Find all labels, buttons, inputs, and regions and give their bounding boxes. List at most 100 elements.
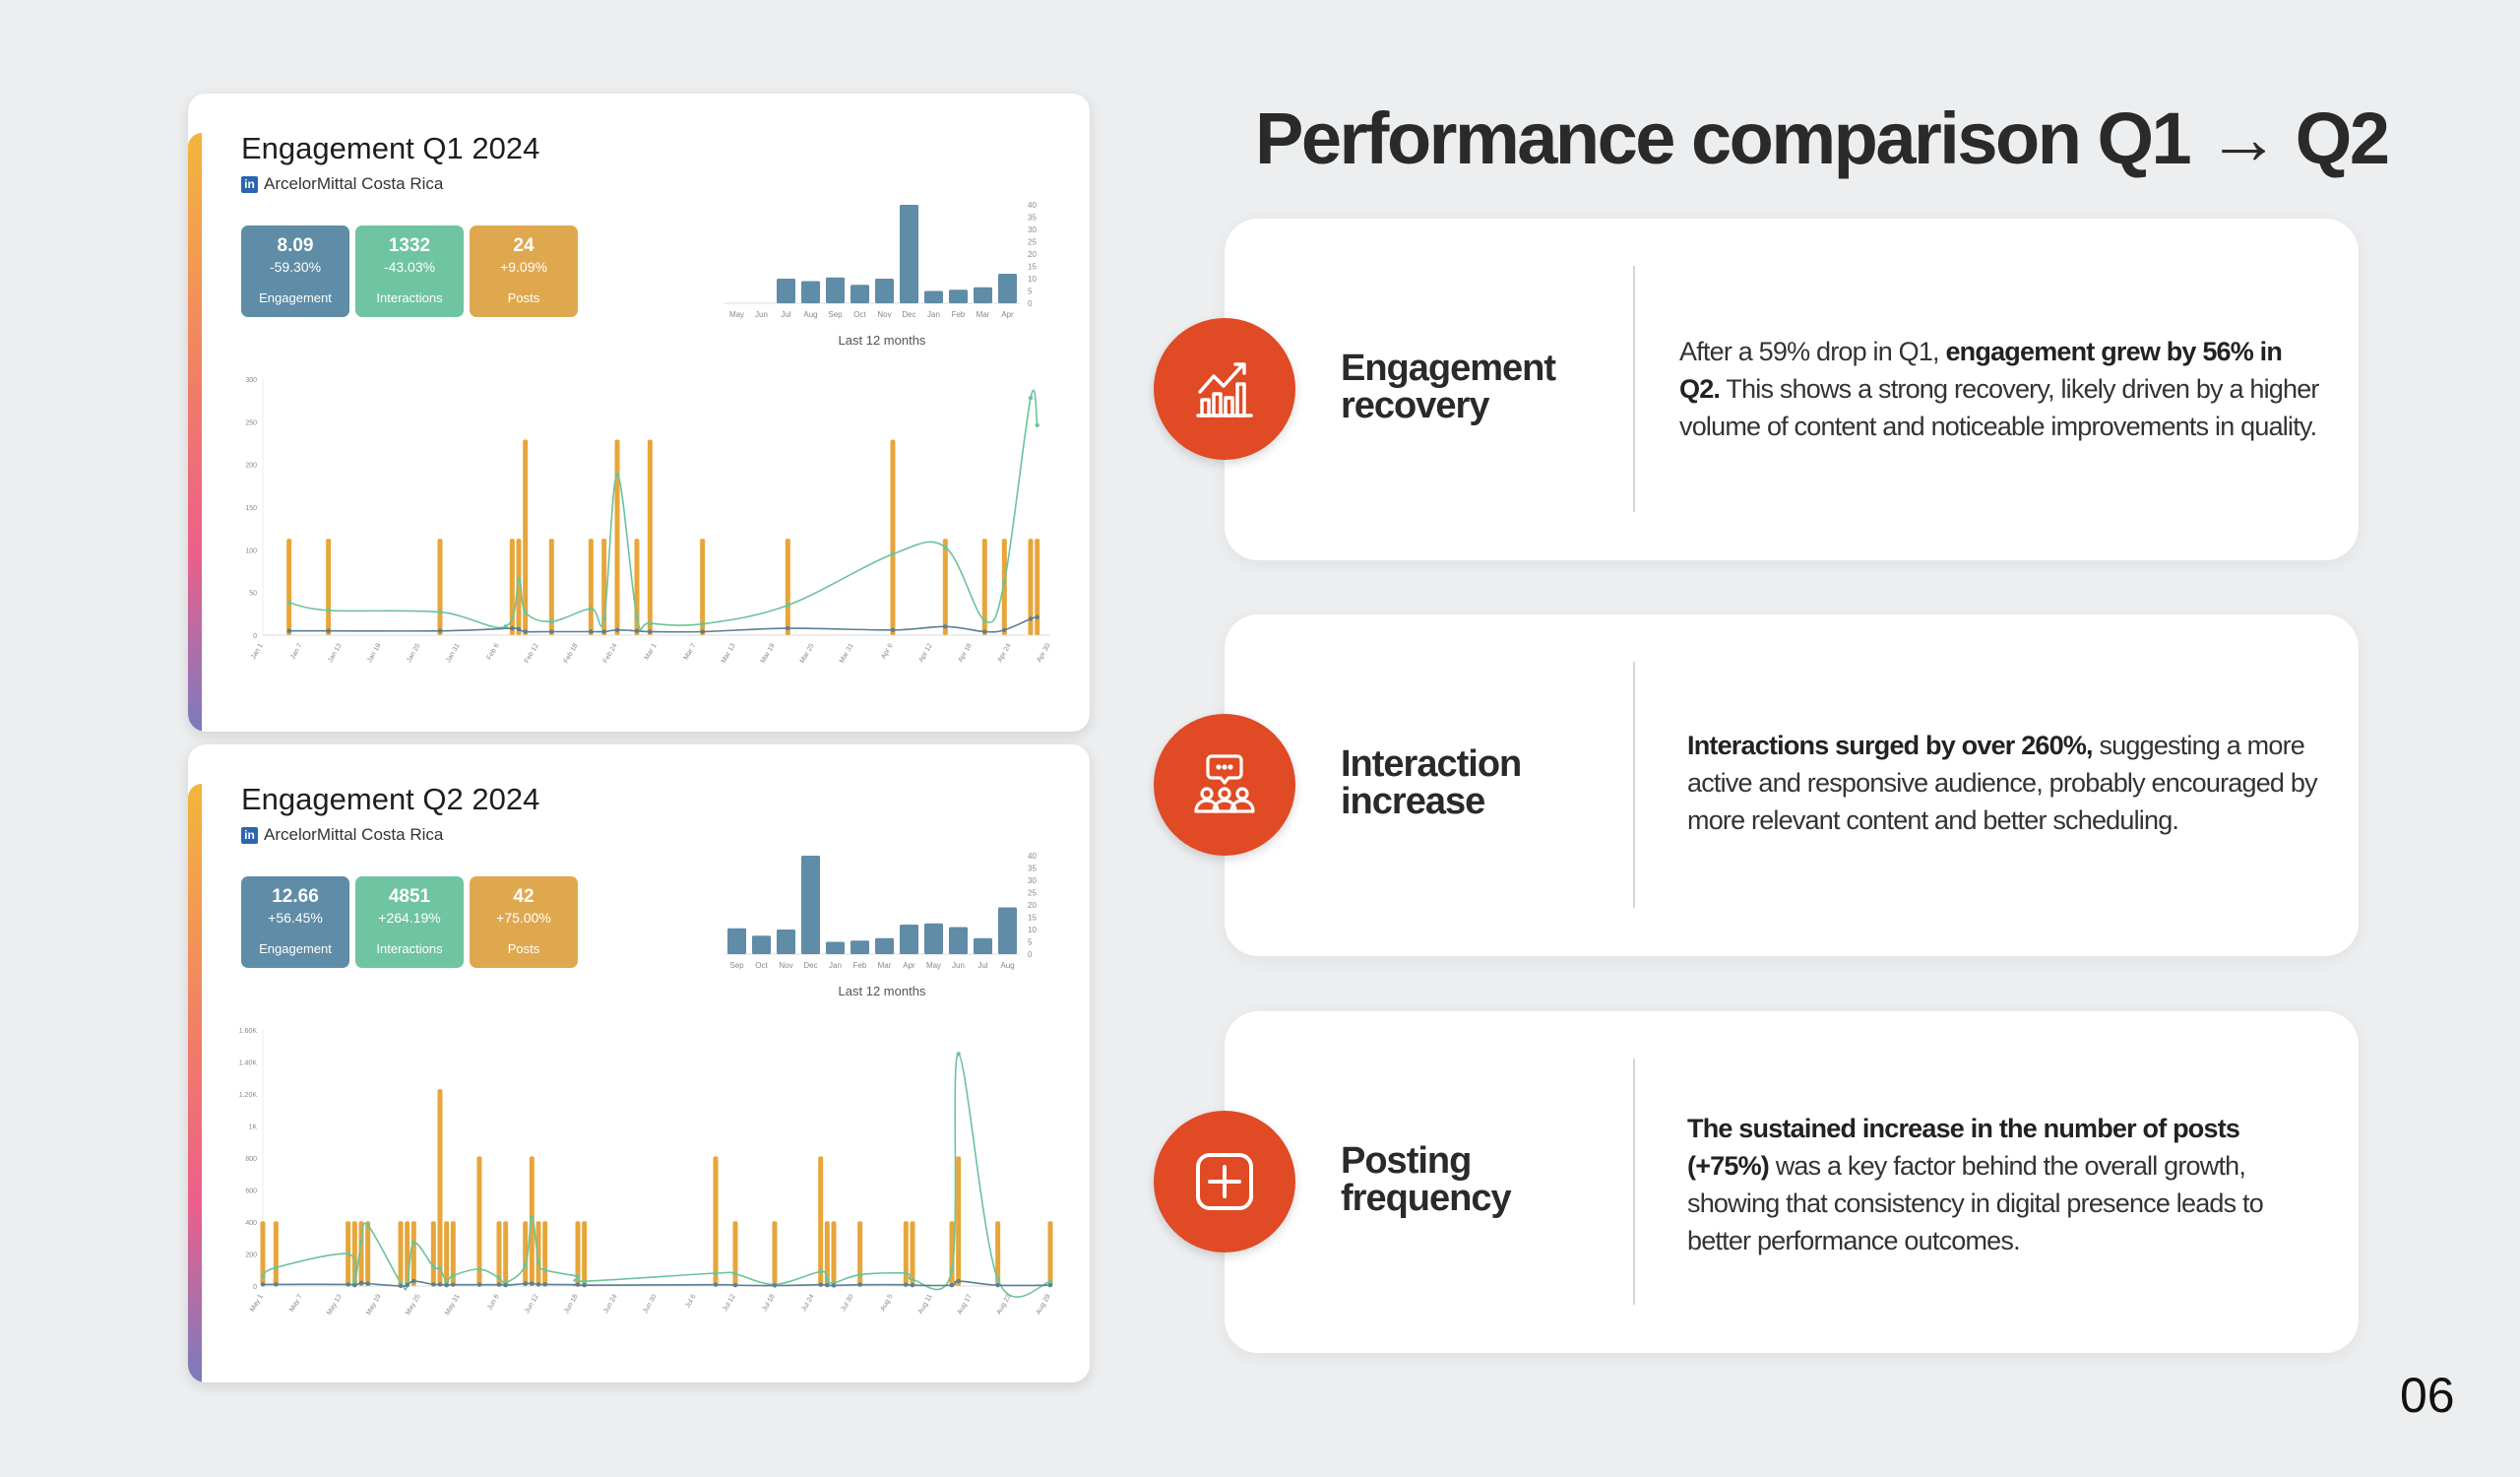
stat-posts: 42 +75.00% Posts xyxy=(470,876,578,968)
x-tick-label: Dec xyxy=(803,961,817,970)
stat-engagement: 12.66 +56.45% Engagement xyxy=(241,876,349,968)
point-blue xyxy=(346,1282,350,1287)
point-blue xyxy=(1028,616,1034,621)
bar xyxy=(995,1221,1001,1286)
bar-jul xyxy=(777,279,795,303)
y-tick-label: 35 xyxy=(1028,214,1037,223)
stat-label: Posts xyxy=(507,941,540,956)
monthly-chart-caption: Last 12 months xyxy=(838,333,926,348)
daily-chart: 0 50 100 150 200 250 300 Jan 1 Jan 7 Jan 13 Jan 19… xyxy=(225,369,1062,689)
x-tick-label: Jan 31 xyxy=(445,642,462,664)
point-green xyxy=(523,1262,528,1268)
point-green xyxy=(982,618,987,623)
y-tick-label: 50 xyxy=(249,591,257,598)
stat-tiles: 12.66 +56.45% Engagement 4851 +264.19% Inter… xyxy=(241,876,578,968)
divider xyxy=(1633,266,1635,512)
daily-bar-line-chart: 0 200 400 600 800 1K 1.20K 1.40K 1.60K May 1 May 7… xyxy=(239,1028,1053,1316)
card-body: The sustained increase in the number of … xyxy=(1687,1110,2327,1259)
point-green xyxy=(346,1252,350,1256)
chart-growth-icon xyxy=(1154,318,1295,460)
x-tick-label: Aug xyxy=(1000,961,1014,970)
bar-jul xyxy=(974,937,992,954)
bar-aug xyxy=(998,907,1017,954)
bar-jan xyxy=(924,290,943,303)
body-text: After a 59% drop in Q1, xyxy=(1679,337,1946,366)
dashboard-q2: Engagement Q2 2024 in ArcelorMittal Costa… xyxy=(188,744,1090,1382)
point-green xyxy=(326,608,331,613)
divider xyxy=(1633,662,1635,908)
x-tick-label: Aug 17 xyxy=(957,1293,974,1316)
bar xyxy=(365,1221,371,1286)
point-green xyxy=(1002,580,1007,585)
point-blue xyxy=(530,1281,535,1286)
x-tick-label: Aug 5 xyxy=(880,1293,895,1312)
point-blue xyxy=(510,625,515,631)
body-text: suggesting a more active and responsive … xyxy=(1687,731,2318,835)
point-green xyxy=(274,1265,279,1270)
y-tick-label: 200 xyxy=(245,1252,257,1259)
accent-strip xyxy=(188,784,202,1382)
bar xyxy=(575,1221,581,1286)
stat-change: +75.00% xyxy=(496,910,551,926)
y-tick-label: 0 xyxy=(1028,950,1033,959)
bar xyxy=(523,439,529,635)
x-tick-label: Mar 7 xyxy=(683,642,698,661)
x-tick-label: May 7 xyxy=(288,1293,304,1313)
bar-sep xyxy=(727,928,746,954)
x-tick-label: May 13 xyxy=(326,1293,344,1316)
point-blue xyxy=(352,1283,357,1288)
point-green xyxy=(542,1267,547,1272)
point-blue xyxy=(496,1282,502,1287)
body-highlight: The sustained increase in the number of … xyxy=(1687,1114,2240,1181)
bar-aug xyxy=(801,281,820,303)
point-green xyxy=(286,600,291,606)
stat-value: 8.09 xyxy=(277,235,314,256)
point-blue xyxy=(431,1282,436,1287)
x-tick-label: Apr xyxy=(1001,310,1014,319)
x-tick-label: Feb xyxy=(952,310,966,319)
point-green xyxy=(713,1270,719,1276)
stat-change: -43.03% xyxy=(383,259,436,275)
stat-label: Interactions xyxy=(376,290,443,305)
point-green xyxy=(910,1277,915,1282)
account-name: ArcelorMittal Costa Rica xyxy=(264,825,444,844)
point-blue xyxy=(503,1283,508,1288)
bar-oct xyxy=(752,935,771,954)
x-tick-label: Aug xyxy=(803,310,817,319)
stat-change: +9.09% xyxy=(500,259,547,275)
point-green xyxy=(451,1273,456,1278)
point-blue xyxy=(614,627,620,632)
point-blue xyxy=(648,629,653,634)
y-tick-label: 200 xyxy=(245,463,257,470)
stat-interactions: 1332 -43.03% Interactions xyxy=(355,225,464,317)
y-tick-label: 30 xyxy=(1028,876,1037,885)
point-green xyxy=(601,616,606,621)
x-tick-label: Mar 31 xyxy=(839,642,855,664)
bar xyxy=(548,539,554,635)
point-blue xyxy=(589,629,594,634)
x-tick-label: May 31 xyxy=(444,1293,462,1316)
point-blue xyxy=(411,1278,416,1284)
point-blue xyxy=(365,1281,370,1286)
point-blue xyxy=(358,1280,364,1285)
bar xyxy=(542,1221,548,1286)
y-tick-label: 0 xyxy=(1028,299,1033,308)
x-tick-label: May 1 xyxy=(249,1293,265,1313)
x-tick-label: Jun 12 xyxy=(524,1293,540,1315)
x-tick-label: May 19 xyxy=(365,1293,383,1316)
bar xyxy=(700,539,706,635)
point-blue xyxy=(260,1282,266,1287)
y-tick-label: 1K xyxy=(248,1124,257,1131)
bar xyxy=(824,1221,830,1286)
point-blue xyxy=(910,1283,915,1288)
point-green xyxy=(476,1266,482,1272)
x-tick-label: Feb 12 xyxy=(524,642,540,664)
y-tick-label: 0 xyxy=(253,1284,257,1291)
bar xyxy=(1047,1221,1053,1286)
point-blue xyxy=(949,1283,955,1288)
point-green xyxy=(352,1278,357,1284)
bar xyxy=(476,1156,482,1286)
x-tick-label: Jun 18 xyxy=(563,1293,580,1315)
point-blue xyxy=(634,628,640,633)
bar-apr xyxy=(998,274,1017,303)
